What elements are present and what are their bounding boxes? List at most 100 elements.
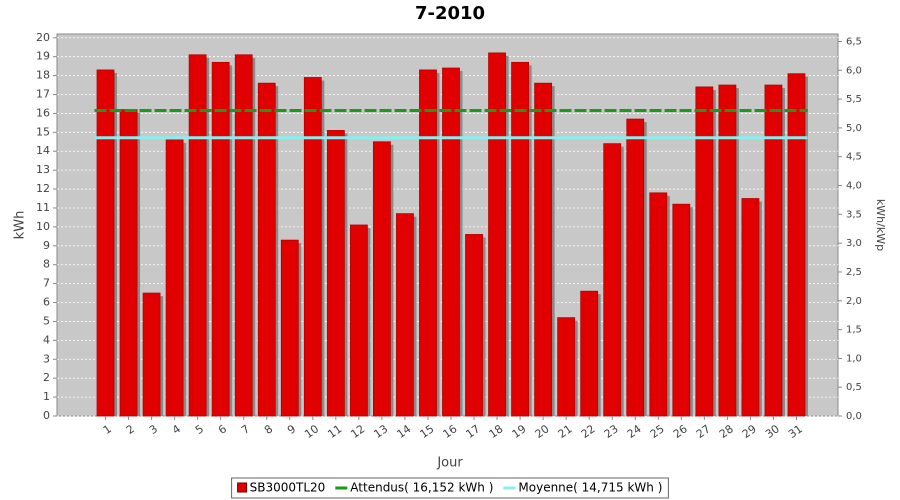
- y-tick-label: 20: [36, 31, 50, 44]
- x-tick-label: 12: [348, 422, 367, 441]
- x-tick-label: 29: [740, 422, 759, 441]
- y2-tick-label: 2,0: [846, 296, 862, 307]
- x-tick-label: 13: [371, 422, 390, 441]
- y-tick-label: 5: [43, 314, 50, 327]
- x-tick-label: 26: [671, 422, 690, 441]
- bar: [280, 239, 299, 417]
- x-tick-label: 7: [239, 422, 252, 437]
- x-tick-label: 22: [579, 422, 598, 441]
- bar: [442, 67, 460, 417]
- legend-text: Moyenne( 14,715 kWh ): [518, 481, 662, 495]
- y-tick-label: 16: [36, 106, 50, 119]
- bar: [488, 52, 506, 417]
- bar: [188, 54, 207, 417]
- bar: [165, 139, 184, 417]
- x-tick-label: 4: [170, 422, 183, 437]
- x-tick-label: 21: [556, 422, 575, 441]
- y2-axis-label: kWh/kWp: [874, 199, 887, 251]
- bar: [326, 130, 345, 417]
- bar: [119, 109, 138, 417]
- bar: [96, 69, 115, 417]
- bar: [211, 61, 230, 417]
- bar: [626, 118, 645, 417]
- legend-text: SB3000TL20: [250, 481, 326, 495]
- bar: [465, 234, 483, 417]
- x-tick-label: 1: [101, 422, 114, 437]
- x-tick-label: 20: [533, 422, 552, 441]
- y-tick-label: 7: [43, 277, 50, 290]
- x-tick-label: 3: [147, 422, 160, 437]
- y-tick-label: 3: [43, 352, 50, 365]
- x-tick-label: 16: [441, 422, 460, 441]
- y2-tick-label: 6,5: [846, 36, 862, 47]
- bar: [672, 203, 691, 417]
- y2-tick-label: 4,0: [846, 181, 862, 192]
- y-tick-label: 15: [36, 125, 50, 138]
- chart-title: 7-2010: [415, 3, 485, 24]
- x-tick-label: 28: [717, 422, 736, 441]
- x-tick-label: 18: [487, 422, 506, 441]
- x-tick-label: 24: [625, 422, 644, 441]
- bar: [580, 290, 599, 417]
- x-tick-label: 27: [694, 422, 713, 441]
- bar: [603, 143, 622, 417]
- y-tick-label: 1: [43, 390, 50, 403]
- bar: [419, 69, 437, 417]
- x-tick-label: 5: [193, 422, 206, 437]
- x-axis-label: Jour: [436, 456, 463, 471]
- y-tick-label: 8: [43, 258, 50, 271]
- y-tick-label: 9: [43, 239, 50, 252]
- bar: [349, 224, 368, 417]
- y-tick-label: 19: [36, 50, 50, 63]
- y-tick-label: 6: [43, 296, 50, 309]
- x-tick-label: 2: [124, 422, 137, 437]
- x-tick-label: 23: [602, 422, 621, 441]
- y-tick-label: 17: [36, 88, 50, 101]
- bar: [257, 82, 276, 417]
- x-tick-label: 31: [786, 422, 805, 441]
- y-tick-label: 2: [43, 371, 50, 384]
- x-tick-label: 10: [302, 422, 321, 441]
- x-tick-label: 17: [464, 422, 483, 441]
- x-tick-label: 25: [648, 422, 667, 441]
- bar: [557, 317, 576, 417]
- y2-tick-label: 3,0: [846, 238, 862, 249]
- y-tick-label: 0: [43, 409, 50, 422]
- bar: [787, 73, 806, 417]
- bar: [718, 84, 737, 417]
- y2-tick-label: 0,0: [846, 411, 862, 422]
- bar: [741, 198, 760, 417]
- bar: [303, 77, 322, 417]
- x-tick-label: 14: [394, 422, 413, 441]
- x-tick-label: 9: [285, 422, 298, 437]
- bar: [511, 61, 529, 417]
- legend-swatch: [237, 482, 248, 493]
- bar: [373, 141, 391, 417]
- legend: SB3000TL20 Attendus( 16,152 kWh ) Moyenne(…: [231, 477, 669, 499]
- legend-text: Attendus( 16,152 kWh ): [350, 481, 493, 495]
- y2-tick-label: 5,0: [846, 123, 862, 134]
- bar: [234, 54, 253, 417]
- bar: [534, 82, 553, 417]
- bar: [649, 192, 668, 417]
- y2-tick-label: 4,5: [846, 152, 862, 163]
- y-tick-label: 14: [36, 144, 50, 157]
- x-tick-label: 11: [325, 422, 344, 441]
- y-tick-label: 10: [36, 220, 50, 233]
- x-tick-label: 19: [510, 422, 529, 441]
- x-tick-label: 6: [216, 422, 229, 437]
- y2-tick-label: 1,0: [846, 353, 862, 364]
- y2-tick-label: 5,5: [846, 94, 862, 105]
- x-tick-label: 8: [262, 422, 275, 437]
- bar: [142, 292, 161, 417]
- x-tick-label: 15: [417, 422, 436, 441]
- y-tick-label: 18: [36, 69, 50, 82]
- y2-tick-label: 1,5: [846, 325, 862, 336]
- y-tick-label: 12: [36, 182, 50, 195]
- y2-tick-label: 2,5: [846, 267, 862, 278]
- y-tick-label: 13: [36, 163, 50, 176]
- legend-box: [231, 477, 669, 499]
- y-axis-label: kWh: [13, 211, 28, 240]
- y2-tick-label: 6,0: [846, 65, 862, 76]
